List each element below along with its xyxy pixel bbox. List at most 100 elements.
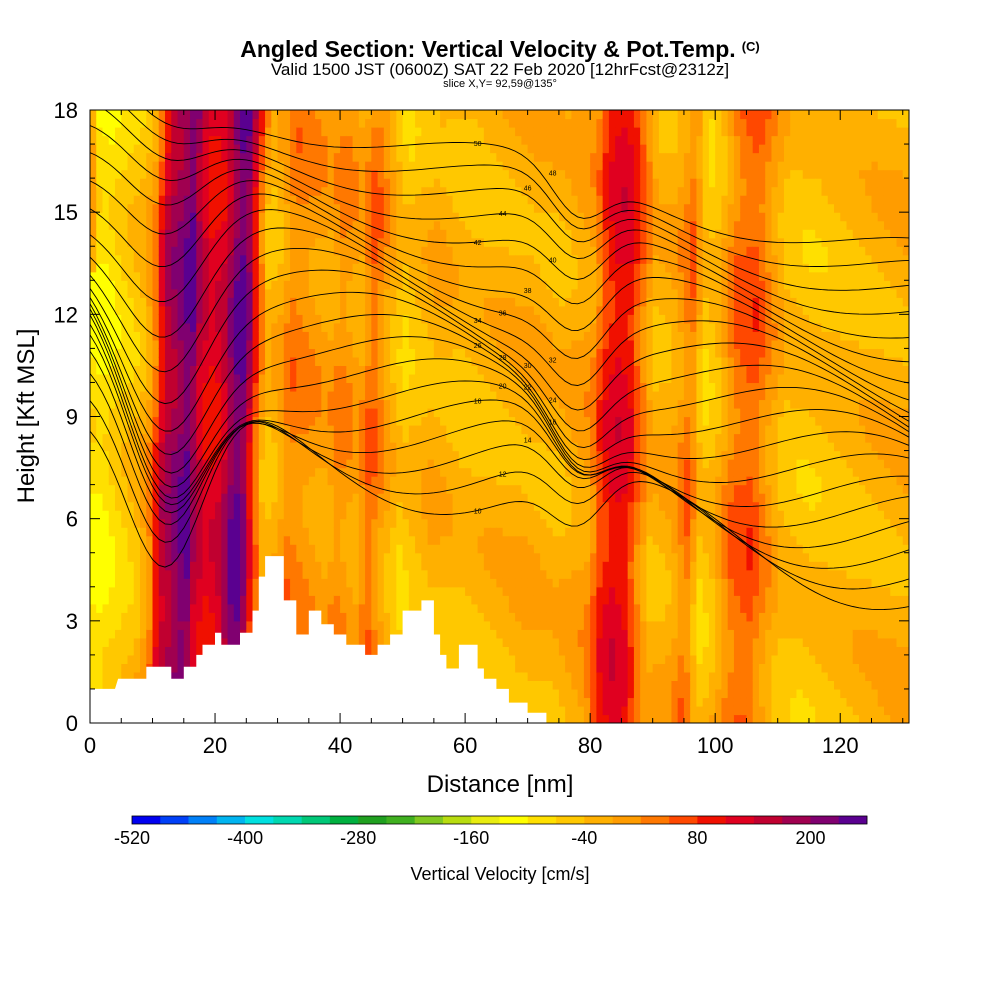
velocity-cell bbox=[183, 586, 191, 596]
velocity-cell bbox=[452, 476, 460, 486]
velocity-cell bbox=[90, 220, 97, 230]
velocity-cell bbox=[508, 654, 516, 664]
velocity-cell bbox=[346, 425, 354, 435]
velocity-cell bbox=[265, 365, 272, 375]
velocity-cell bbox=[465, 348, 472, 358]
velocity-cell bbox=[208, 229, 216, 239]
velocity-cell bbox=[140, 663, 147, 673]
velocity-cell bbox=[327, 603, 335, 613]
velocity-cell bbox=[165, 356, 172, 367]
velocity-cell bbox=[283, 416, 291, 426]
velocity-cell bbox=[402, 595, 410, 605]
velocity-cell bbox=[171, 654, 179, 664]
velocity-cell bbox=[177, 331, 185, 341]
velocity-cell bbox=[196, 110, 204, 120]
velocity-cell bbox=[165, 127, 172, 137]
velocity-cell bbox=[158, 178, 166, 188]
velocity-cell bbox=[158, 305, 166, 315]
velocity-cell bbox=[90, 152, 97, 162]
velocity-cell bbox=[108, 365, 116, 375]
velocity-cell bbox=[427, 467, 435, 477]
velocity-cell bbox=[183, 620, 191, 630]
velocity-cell bbox=[365, 493, 372, 503]
velocity-cell bbox=[290, 135, 297, 145]
velocity-cell bbox=[502, 646, 510, 656]
velocity-cell bbox=[502, 561, 510, 571]
velocity-cell bbox=[440, 271, 447, 281]
velocity-cell bbox=[158, 186, 166, 196]
velocity-cell bbox=[202, 527, 210, 537]
velocity-cell bbox=[377, 127, 385, 137]
velocity-cell bbox=[508, 254, 516, 264]
velocity-cell bbox=[265, 467, 272, 477]
velocity-cell bbox=[290, 220, 297, 230]
velocity-cell bbox=[290, 271, 297, 281]
velocity-cell bbox=[352, 339, 360, 349]
velocity-cell bbox=[452, 637, 460, 647]
velocity-cell bbox=[390, 246, 397, 256]
velocity-cell bbox=[177, 671, 185, 682]
velocity-cell bbox=[490, 178, 497, 188]
velocity-cell bbox=[271, 110, 279, 120]
velocity-cell bbox=[121, 280, 129, 290]
velocity-cell bbox=[102, 527, 110, 537]
velocity-cell bbox=[496, 425, 504, 435]
velocity-cell bbox=[127, 348, 135, 358]
velocity-cell bbox=[283, 135, 291, 145]
velocity-cell bbox=[471, 280, 479, 290]
velocity-cell bbox=[396, 450, 404, 460]
velocity-cell bbox=[258, 569, 266, 579]
velocity-cell bbox=[190, 493, 197, 503]
velocity-cell bbox=[490, 263, 497, 273]
velocity-cell bbox=[402, 578, 410, 588]
velocity-cell bbox=[477, 288, 485, 298]
velocity-cell bbox=[365, 322, 372, 332]
velocity-cell bbox=[333, 365, 341, 375]
velocity-cell bbox=[452, 493, 460, 503]
velocity-cell bbox=[515, 688, 522, 699]
velocity-cell bbox=[202, 612, 210, 622]
velocity-cell bbox=[102, 612, 110, 622]
velocity-cell bbox=[515, 501, 522, 511]
velocity-cell bbox=[165, 527, 172, 537]
velocity-cell bbox=[102, 246, 110, 256]
velocity-cell bbox=[402, 450, 410, 460]
velocity-cell bbox=[177, 637, 185, 647]
velocity-cell bbox=[96, 637, 104, 647]
velocity-cell bbox=[308, 365, 316, 375]
velocity-cell bbox=[171, 518, 179, 528]
velocity-cell bbox=[202, 620, 210, 630]
velocity-cell bbox=[296, 305, 304, 315]
velocity-cell bbox=[277, 127, 285, 137]
velocity-cell bbox=[440, 212, 447, 222]
velocity-cell bbox=[452, 229, 460, 239]
velocity-cell bbox=[340, 493, 347, 503]
velocity-cell bbox=[515, 288, 522, 298]
velocity-cell bbox=[133, 305, 141, 315]
velocity-cell bbox=[302, 229, 310, 239]
velocity-cell bbox=[190, 654, 197, 664]
velocity-cell bbox=[227, 246, 235, 256]
velocity-cell bbox=[158, 314, 166, 324]
velocity-cell bbox=[415, 152, 422, 162]
velocity-cell bbox=[177, 305, 185, 315]
velocity-cell bbox=[383, 229, 391, 239]
velocity-cell bbox=[208, 356, 216, 367]
velocity-cell bbox=[308, 254, 316, 264]
velocity-cell bbox=[227, 501, 235, 511]
velocity-cell bbox=[421, 399, 429, 409]
velocity-cell bbox=[271, 254, 279, 264]
velocity-cell bbox=[277, 510, 285, 520]
velocity-cell bbox=[433, 416, 441, 426]
velocity-cell bbox=[365, 459, 372, 469]
velocity-cell bbox=[227, 476, 235, 486]
velocity-cell bbox=[177, 603, 185, 613]
velocity-cell bbox=[502, 220, 510, 230]
velocity-cell bbox=[90, 263, 97, 273]
velocity-cell bbox=[108, 561, 116, 571]
velocity-cell bbox=[240, 382, 247, 392]
velocity-cell bbox=[296, 476, 304, 486]
velocity-cell bbox=[202, 442, 210, 452]
velocity-cell bbox=[396, 297, 404, 307]
velocity-cell bbox=[158, 603, 166, 613]
